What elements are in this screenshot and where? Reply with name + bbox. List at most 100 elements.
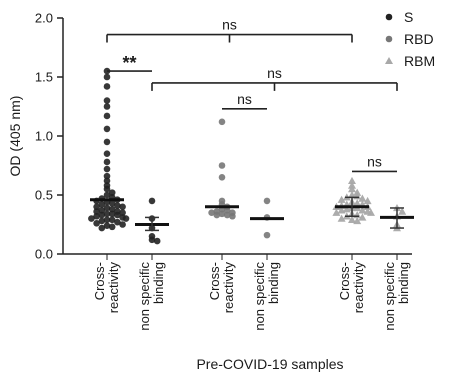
data-point-s — [88, 215, 95, 222]
category-label: Cross-reactivity — [207, 262, 236, 314]
data-point-s — [93, 208, 100, 215]
data-point-rbd — [223, 207, 231, 214]
y-tick-label: 1.5 — [35, 70, 53, 85]
y-tick-label: 1.0 — [35, 129, 53, 144]
legend-label-s: S — [404, 9, 413, 25]
data-point-rbd — [208, 209, 215, 216]
category-label-line2: reactivity — [106, 262, 121, 314]
data-point-s — [103, 191, 111, 199]
data-point-s — [103, 150, 111, 157]
significance-label: ns — [222, 17, 237, 33]
data-point-s — [103, 158, 111, 166]
data-point-s — [108, 205, 116, 213]
data-point-s — [103, 185, 111, 193]
data-point-rbd — [263, 231, 271, 239]
y-axis-title: OD (405 nm) — [7, 96, 23, 177]
legend-label-rbm: RBM — [404, 53, 435, 69]
data-point-s — [103, 138, 111, 146]
data-point-rbd — [218, 118, 226, 126]
data-point-s — [103, 210, 111, 218]
data-point-s — [114, 211, 121, 219]
significance-label: ns — [367, 153, 382, 169]
data-point-rbm — [367, 208, 375, 216]
category-label: Cross-reactivity — [337, 262, 366, 314]
data-point-s — [103, 103, 111, 110]
data-point-s — [93, 220, 100, 227]
data-point-s — [98, 201, 106, 208]
data-point-s — [98, 207, 106, 214]
data-points — [88, 67, 407, 245]
y-tick-label: 2.0 — [35, 11, 53, 26]
data-point-s — [122, 215, 130, 222]
data-point-rbm — [337, 195, 346, 203]
data-point-s — [119, 221, 126, 228]
x-axis-title: Pre-COVID-19 samples — [196, 356, 343, 372]
data-point-s — [98, 217, 106, 225]
y-tick-label: 0.0 — [35, 247, 53, 262]
category-label-line2: binding — [266, 262, 281, 304]
data-point-s — [108, 199, 116, 207]
category-label-line2: reactivity — [221, 262, 236, 314]
category-label-line2: binding — [151, 262, 166, 304]
data-point-rbd — [218, 210, 226, 218]
data-point-s — [108, 216, 116, 224]
significance-label: ns — [237, 91, 252, 107]
data-point-rbm — [348, 215, 356, 223]
data-point-rbd — [218, 162, 226, 169]
data-point-s — [108, 189, 116, 196]
data-point-rbm — [348, 185, 356, 193]
data-point-s — [103, 97, 111, 104]
data-point-s — [153, 237, 161, 245]
data-point-s — [103, 83, 111, 90]
data-point-s — [103, 204, 111, 212]
legend: S RBD RBM — [385, 9, 435, 69]
data-point-rbm — [348, 191, 356, 199]
data-point-rbm — [332, 208, 341, 216]
category-label-line2: binding — [396, 262, 411, 304]
data-point-s — [103, 165, 111, 173]
data-point-s — [148, 197, 156, 205]
data-point-rbd — [263, 197, 271, 205]
category-label: non specific binding — [382, 262, 411, 331]
data-point-rbm — [353, 199, 362, 207]
data-point-s — [98, 211, 106, 219]
data-point-s — [108, 223, 116, 231]
x-tick-group: Cross-reactivity non specific binding Cross… — [92, 254, 411, 331]
data-point-rbm — [337, 214, 346, 222]
data-point-s — [93, 203, 100, 211]
data-point-rbm — [398, 207, 407, 215]
data-point-rbm — [353, 216, 362, 225]
legend-marker-rbd — [385, 35, 393, 43]
category-label-line1: non specific — [137, 262, 152, 331]
data-point-s — [103, 222, 111, 229]
data-point-s — [103, 177, 111, 185]
data-point-s — [119, 203, 126, 211]
y-axis: 0.0 0.5 1.0 1.5 2.0 OD (405 nm) — [7, 11, 64, 262]
data-point-s — [103, 73, 111, 81]
data-point-rbm — [363, 196, 372, 205]
legend-marker-rbm — [385, 57, 393, 64]
category-label-line1: non specific — [252, 262, 267, 331]
data-point-s — [148, 236, 156, 244]
significance-label: ns — [267, 65, 282, 81]
category-label: non specific binding — [252, 262, 281, 331]
category-label-line2: reactivity — [351, 262, 366, 314]
data-point-s — [119, 209, 126, 216]
category-label-line1: non specific — [382, 262, 397, 331]
legend-marker-s — [385, 13, 393, 21]
legend-label-rbd: RBD — [404, 31, 434, 47]
data-point-rbd — [229, 212, 236, 220]
data-point-rbm — [358, 206, 367, 214]
data-point-rbd — [223, 211, 231, 219]
data-point-rbd — [218, 174, 226, 181]
significance-label: ** — [122, 53, 136, 73]
y-tick-group: 0.0 0.5 1.0 1.5 2.0 — [35, 11, 63, 262]
data-point-s — [103, 112, 111, 120]
category-label-line1: Cross- — [207, 262, 222, 300]
data-point-rbm — [358, 213, 367, 221]
median-lines — [90, 196, 414, 232]
y-tick-label: 0.5 — [35, 188, 53, 203]
category-label: Cross-reactivity — [92, 262, 121, 314]
